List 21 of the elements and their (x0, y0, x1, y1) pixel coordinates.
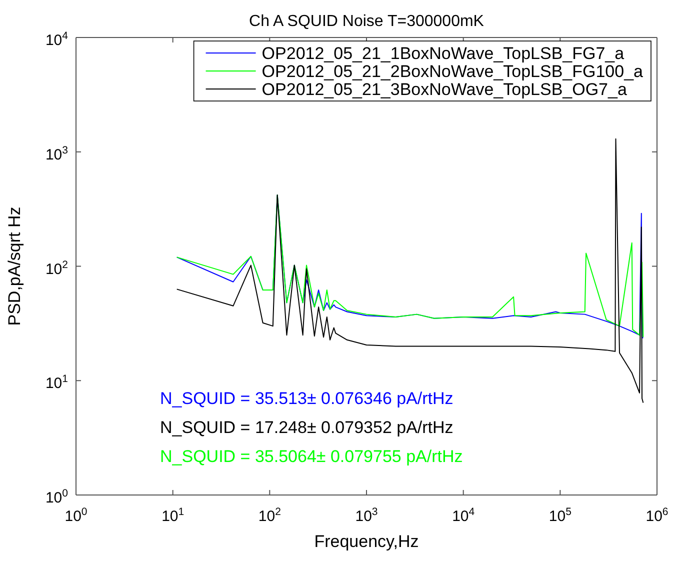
x-tick-label: 10$^{0}$ (64, 506, 88, 525)
x-tick-label: 10$^{5}$ (548, 506, 572, 525)
y-axis-title: PSD,pA/sqrt Hz (5, 206, 24, 326)
x-tick-label: 10$^{2}$ (258, 506, 282, 525)
x-tick-label: 10$^{1}$ (162, 506, 184, 525)
legend-label: OP2012_05_21_3BoxNoWave_TopLSB_OG7_a (262, 80, 628, 99)
legend-label: OP2012_05_21_1BoxNoWave_TopLSB_FG7_a (262, 44, 625, 63)
chart-title: Ch A SQUID Noise T=300000mK (249, 13, 484, 30)
annotation: N_SQUID = 35.513± 0.076346 pA/rtHz (160, 389, 454, 408)
x-tick-label: 10$^{3}$ (355, 506, 378, 525)
y-tick-label: 10$^{4}$ (45, 30, 68, 49)
x-tick-label: 10$^{6}$ (646, 506, 668, 525)
x-tick-label: 10$^{4}$ (452, 506, 475, 525)
x-axis-title: Frequency,Hz (314, 532, 419, 551)
y-tick-label: 10$^{0}$ (45, 488, 68, 506)
y-tick-label: 10$^{1}$ (45, 373, 68, 392)
y-tick-label: 10$^{2}$ (45, 258, 68, 278)
annotation: N_SQUID = 35.5064± 0.079755 pA/rtHz (160, 447, 463, 466)
annotation: N_SQUID = 17.248± 0.079352 pA/rtHz (160, 418, 454, 437)
y-tick-label: 10$^{3}$ (45, 144, 68, 164)
legend-label: OP2012_05_21_2BoxNoWave_TopLSB_FG100_a (262, 62, 644, 81)
